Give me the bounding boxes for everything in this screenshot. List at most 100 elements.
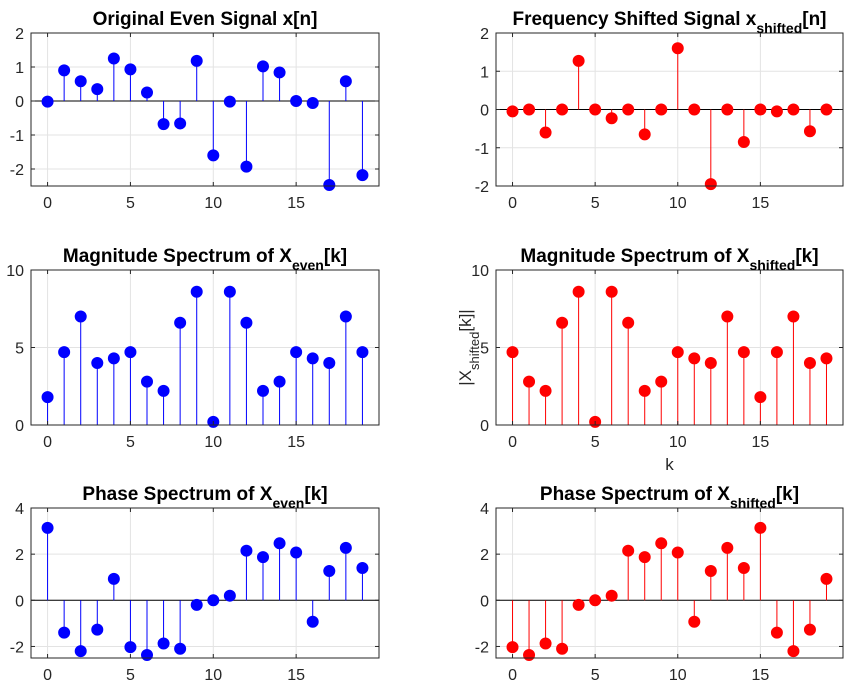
- plot-area: [496, 508, 843, 658]
- stem-marker: [572, 285, 585, 298]
- stem-marker: [671, 346, 684, 359]
- stem-marker: [688, 103, 701, 116]
- x-tick-label: 10: [204, 667, 222, 684]
- x-tick-label: 10: [669, 667, 687, 684]
- axes-frame: [30, 507, 380, 659]
- stem-marker: [273, 66, 286, 79]
- subplot-4: 0 5 10 15 0 5 10 Magnitude Spectrum of Xshifted…: [456, 246, 844, 474]
- stem-marker: [589, 594, 602, 607]
- stem-marker: [58, 346, 71, 359]
- y-tick-label: 0: [480, 593, 489, 610]
- y-tick-label: -1: [10, 128, 24, 145]
- x-tick-label: 5: [591, 667, 600, 684]
- stem-marker: [737, 562, 750, 574]
- stem-marker: [41, 95, 54, 108]
- stem-marker: [323, 565, 336, 577]
- stem-marker: [124, 641, 137, 654]
- stem-marker: [91, 357, 104, 369]
- stem-marker: [770, 346, 783, 359]
- x-tick-label: 10: [204, 195, 222, 212]
- stem-marker: [704, 178, 717, 191]
- y-tick-label: 10: [471, 263, 489, 280]
- stem-marker: [223, 285, 236, 298]
- subplot-5: 0 5 10 15 -2 0 2 4 Phase Spectrum of Xeven[k]: [10, 484, 380, 684]
- stem-marker: [356, 346, 369, 359]
- stem-marker: [803, 357, 816, 369]
- stem-marker: [356, 562, 369, 574]
- axes-frame: [30, 32, 380, 187]
- x-tick-label: 5: [126, 667, 135, 684]
- stem-marker: [41, 521, 54, 534]
- x-tick-label: 10: [204, 434, 222, 451]
- stem-marker: [737, 136, 750, 149]
- stem-marker: [207, 149, 220, 162]
- stem-marker: [539, 384, 552, 397]
- stem-marker: [803, 125, 816, 138]
- stem-marker: [273, 537, 286, 550]
- y-tick-label: 0: [15, 593, 24, 610]
- stem-marker: [572, 598, 585, 611]
- stem-marker: [523, 649, 536, 661]
- stem-marker: [356, 169, 369, 182]
- stem-marker: [506, 105, 519, 118]
- y-tick-label: -2: [475, 179, 489, 196]
- y-tick-label: 1: [480, 64, 489, 81]
- stem-marker: [240, 160, 253, 173]
- x-axis-label: k: [665, 455, 674, 474]
- stem-marker: [622, 544, 635, 557]
- chart-title: Magnitude Spectrum of Xeven[k]: [63, 246, 347, 273]
- stem-marker: [556, 316, 569, 329]
- x-tick-label: 15: [287, 434, 305, 451]
- y-axis-label: |Xshifted[k]|: [456, 309, 482, 385]
- stem-marker: [190, 285, 203, 298]
- stem-marker: [306, 615, 319, 628]
- stem-marker: [107, 52, 120, 65]
- y-tick-label: 1: [15, 60, 24, 77]
- x-tick-label: 0: [43, 434, 52, 451]
- y-tick-label: -2: [475, 639, 489, 656]
- y-tick-label: -2: [10, 639, 24, 656]
- chart-title: Magnitude Spectrum of Xshifted[k]: [520, 246, 818, 273]
- stem-marker: [622, 103, 635, 116]
- chart-title: Frequency Shifted Signal xshifted[n]: [512, 9, 826, 36]
- stem-marker: [290, 346, 303, 359]
- stem-marker: [605, 589, 618, 602]
- stem-marker: [174, 316, 187, 329]
- stem-marker: [589, 103, 602, 116]
- stem-marker: [58, 64, 71, 77]
- stem-marker: [803, 623, 816, 636]
- stem-marker: [688, 615, 701, 628]
- stem-marker: [754, 103, 767, 116]
- stem-marker: [223, 589, 236, 602]
- x-tick-label: 0: [508, 434, 517, 451]
- stem-marker: [688, 352, 701, 365]
- x-tick-label: 5: [126, 434, 135, 451]
- y-tick-label: 4: [480, 501, 489, 518]
- x-tick-label: 15: [751, 195, 769, 212]
- x-tick-label: 0: [43, 195, 52, 212]
- x-tick-label: 0: [508, 667, 517, 684]
- stem-marker: [339, 541, 352, 554]
- stem-marker: [91, 623, 104, 636]
- y-tick-label: 2: [480, 26, 489, 43]
- y-tick-label: 2: [480, 547, 489, 564]
- stem-marker: [157, 118, 170, 131]
- stem-marker: [107, 572, 120, 585]
- stem-marker: [721, 103, 734, 116]
- stem-marker: [820, 352, 833, 365]
- stem-marker: [74, 75, 87, 88]
- y-tick-label: 10: [6, 263, 24, 280]
- stem-marker: [671, 42, 684, 55]
- stem-marker: [820, 572, 833, 585]
- stem-marker: [704, 357, 717, 369]
- x-tick-label: 5: [591, 434, 600, 451]
- stem-marker: [820, 103, 833, 116]
- stem-marker: [638, 384, 651, 397]
- stem-marker: [339, 310, 352, 323]
- stem-marker: [572, 54, 585, 67]
- plot-area: [31, 508, 379, 658]
- stem-marker: [240, 316, 253, 329]
- x-tick-label: 0: [43, 667, 52, 684]
- subplot-1: 0 5 10 15 -2 -1 0 1 2 Original Even Signal x[n]: [10, 9, 380, 212]
